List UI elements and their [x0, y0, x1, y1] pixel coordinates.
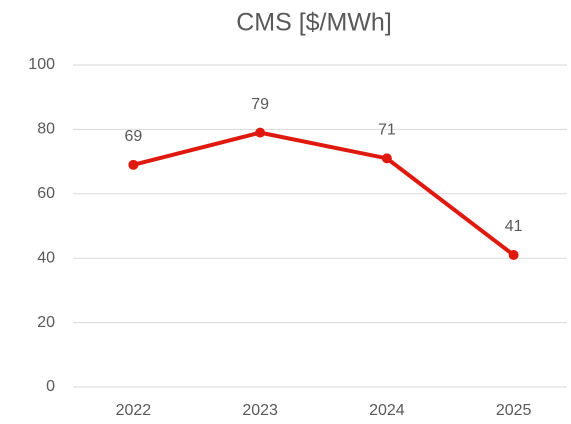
y-tick-label: 40 [37, 249, 55, 266]
x-tick-label: 2025 [496, 402, 532, 419]
data-label: 69 [124, 128, 142, 145]
data-point [255, 127, 266, 138]
y-tick-label: 0 [46, 378, 55, 395]
y-tick-label: 100 [28, 56, 55, 73]
data-label: 71 [378, 122, 396, 139]
data-label: 79 [251, 96, 269, 113]
x-tick-label: 2022 [116, 402, 152, 419]
y-tick-label: 60 [37, 185, 55, 202]
series-line [132, 130, 515, 257]
data-point [381, 153, 392, 164]
x-tick-label: 2024 [369, 402, 405, 419]
y-tick-label: 80 [37, 121, 55, 138]
x-tick-label: 2023 [242, 402, 278, 419]
data-point [128, 159, 139, 170]
chart-title: CMS [$/MWh] [236, 9, 392, 37]
data-label: 41 [505, 218, 523, 235]
y-tick-label: 20 [37, 314, 55, 331]
data-point [508, 249, 519, 260]
